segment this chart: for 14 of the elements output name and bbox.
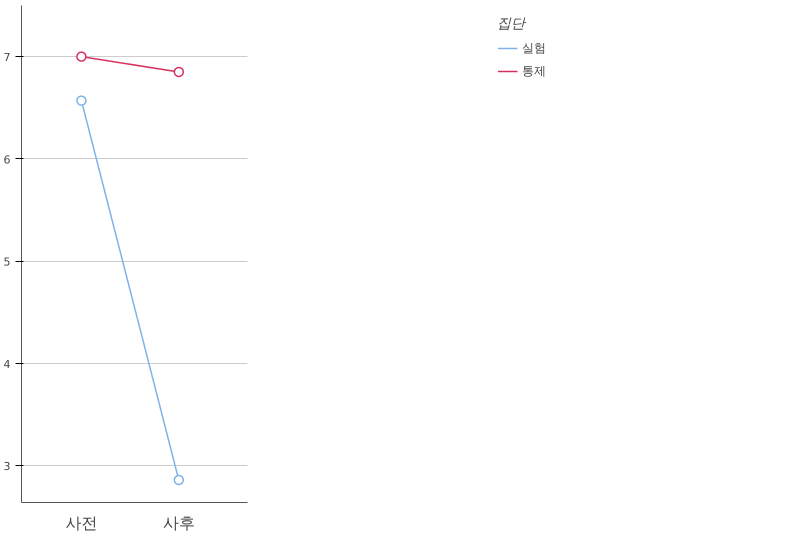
y-tick-label: 7 <box>4 51 10 64</box>
legend-label: 통제 <box>522 62 546 80</box>
point <box>174 66 184 78</box>
x-tick-label: 사후 <box>162 514 195 532</box>
legend-title: 집단 <box>497 15 527 33</box>
point <box>76 95 87 106</box>
point <box>76 51 87 62</box>
x-tick-label: 사전 <box>65 514 98 532</box>
point <box>174 474 184 486</box>
y-tick-label: 3 <box>4 460 10 474</box>
y-tick-label: 6 <box>4 153 10 166</box>
legend-label: 실험 <box>522 40 546 56</box>
y-tick-label: 5 <box>4 256 10 269</box>
y-tick-label: 4 <box>4 358 10 371</box>
